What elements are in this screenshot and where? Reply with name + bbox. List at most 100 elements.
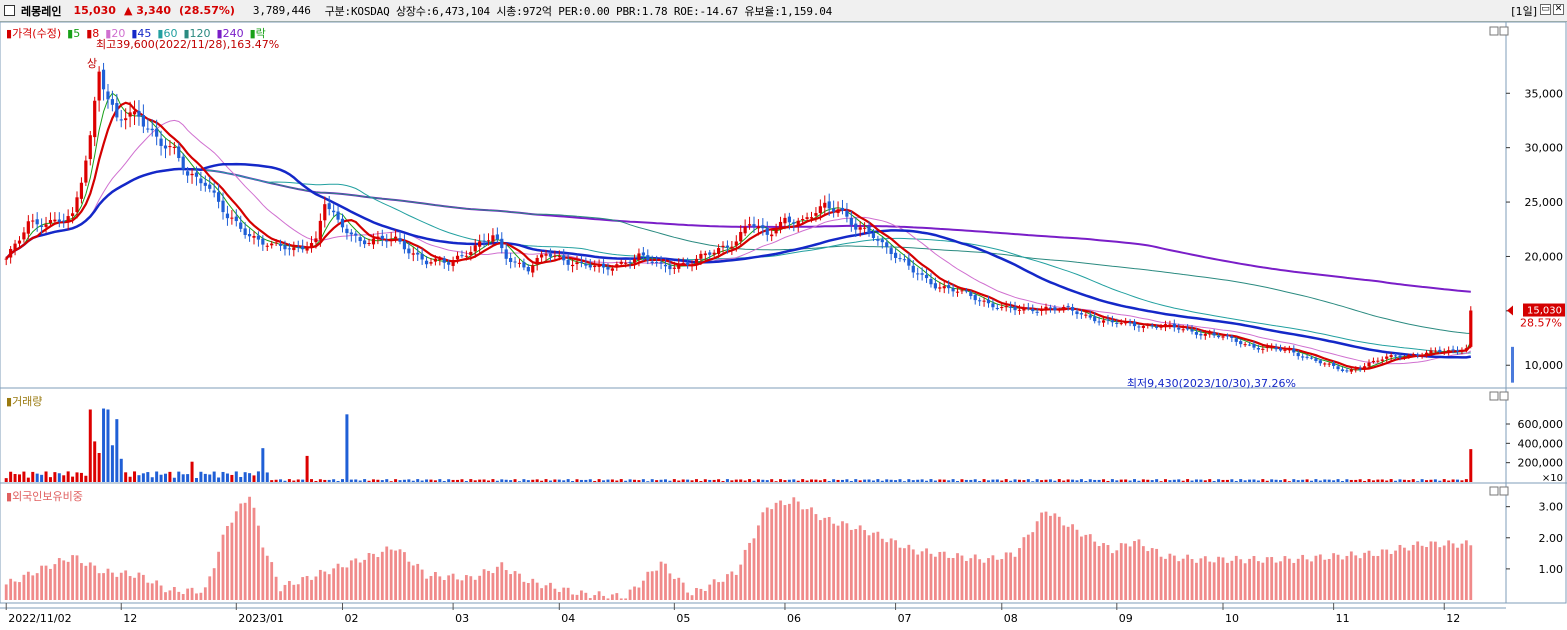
legend-price[interactable]: ▮가격(수정) bbox=[6, 27, 62, 40]
foreign-bar bbox=[1133, 541, 1136, 600]
foreign-bar bbox=[911, 549, 915, 600]
foreign-bar bbox=[1177, 561, 1181, 600]
stock-name[interactable]: 레몽레인 bbox=[21, 4, 62, 18]
legend-ma5[interactable]: ▮5 bbox=[67, 27, 81, 40]
candle bbox=[296, 246, 300, 248]
foreign-bar bbox=[1301, 554, 1305, 600]
foreign-bar bbox=[765, 507, 769, 600]
stock-info-text: 구분:KOSDAQ 상장수:6,473,104 시총:972억 PER:0.00… bbox=[324, 4, 833, 18]
candle bbox=[1243, 344, 1247, 346]
candle bbox=[66, 216, 70, 223]
foreign-bar bbox=[942, 551, 946, 600]
select-checkbox[interactable] bbox=[4, 5, 15, 16]
candle bbox=[739, 231, 743, 242]
volume-bar bbox=[1438, 480, 1442, 482]
foreign-bar bbox=[1057, 516, 1061, 600]
volume-bar bbox=[243, 472, 247, 482]
candle bbox=[969, 292, 973, 297]
volume-bar bbox=[491, 479, 495, 482]
legend-ma60[interactable]: ▮60 bbox=[157, 27, 178, 40]
volume-bar bbox=[517, 481, 521, 482]
x-tick-label: 09 bbox=[1119, 612, 1133, 625]
volume-bar bbox=[380, 480, 384, 482]
candle bbox=[615, 264, 619, 268]
foreign-bar bbox=[35, 573, 39, 600]
foreign-bar bbox=[323, 571, 327, 600]
legend-ma8[interactable]: ▮8 bbox=[86, 27, 100, 40]
volume-bar bbox=[951, 479, 955, 482]
volume-bar bbox=[889, 479, 893, 482]
legend-drop[interactable]: ▮락 bbox=[249, 27, 266, 40]
foreign-bar bbox=[172, 587, 176, 600]
foreign-bar bbox=[624, 598, 628, 600]
last-price-label: 15,030 bbox=[1527, 306, 1562, 317]
candle bbox=[686, 262, 690, 265]
legend-ma240[interactable]: ▮240 bbox=[216, 27, 244, 40]
volume-bar bbox=[513, 479, 517, 482]
candle bbox=[827, 201, 831, 209]
foreign-bar bbox=[26, 571, 30, 600]
foreign-bar bbox=[956, 553, 959, 600]
foreign-bar bbox=[416, 563, 420, 600]
candle bbox=[672, 267, 676, 269]
ma5-line bbox=[5, 92, 1472, 371]
candle bbox=[1318, 360, 1322, 364]
volume-bar bbox=[9, 471, 13, 482]
foreign-bar bbox=[75, 555, 79, 600]
foreign-bar bbox=[155, 580, 159, 600]
foreign-bar bbox=[787, 503, 791, 600]
legend-ma45[interactable]: ▮45 bbox=[131, 27, 152, 40]
volume-bar bbox=[279, 479, 283, 482]
foreign-bar bbox=[708, 584, 712, 600]
foreign-bar bbox=[1044, 511, 1048, 600]
legend-ma20[interactable]: ▮20 bbox=[105, 27, 126, 40]
period-selector[interactable]: [1일] bbox=[1511, 5, 1537, 18]
volume-bar bbox=[442, 481, 446, 482]
volume-bar bbox=[13, 473, 17, 482]
close-icon[interactable]: ✕ bbox=[1553, 4, 1564, 15]
foreign-bar bbox=[1389, 553, 1393, 600]
foreign-bar bbox=[509, 574, 513, 600]
volume-unit-label: ×10 bbox=[1542, 473, 1563, 484]
volume-bar bbox=[354, 479, 358, 482]
volume-bar bbox=[1265, 480, 1269, 482]
volume-bar bbox=[1385, 480, 1389, 482]
foreign-bar bbox=[177, 591, 181, 600]
volume-legend[interactable]: ▮거래량 bbox=[6, 395, 43, 408]
foreign-bar bbox=[473, 579, 477, 600]
candle bbox=[871, 233, 876, 238]
candle bbox=[243, 228, 247, 235]
candle bbox=[619, 261, 623, 264]
volume-bar bbox=[265, 472, 269, 482]
volume-bar bbox=[880, 480, 884, 482]
volume-bar bbox=[509, 480, 513, 482]
foreign-bar bbox=[1053, 513, 1057, 600]
volume-bar bbox=[694, 479, 698, 482]
volume-bar bbox=[270, 480, 274, 482]
volume-bar bbox=[827, 481, 831, 482]
volume-readout: 3,789,446 bbox=[252, 4, 311, 17]
minimize-icon[interactable]: ▭ bbox=[1540, 4, 1551, 15]
volume-bar bbox=[787, 479, 791, 482]
foreign-bar bbox=[588, 598, 592, 600]
volume-bar bbox=[1442, 479, 1446, 482]
candle bbox=[1336, 366, 1340, 370]
candle bbox=[809, 217, 814, 219]
volume-bar bbox=[840, 479, 844, 482]
foreign-bar bbox=[1080, 536, 1083, 600]
candle bbox=[1411, 353, 1415, 355]
candle bbox=[721, 245, 725, 247]
foreign-legend[interactable]: ▮외국인보유비중 bbox=[6, 490, 83, 503]
candle bbox=[230, 217, 234, 219]
candle bbox=[752, 224, 756, 227]
candle bbox=[1265, 346, 1269, 349]
stock-chart[interactable]: 10,000 20,000 25,000 30,000 35,000 최고39,600(2… bbox=[0, 22, 1567, 630]
foreign-bar bbox=[779, 500, 782, 600]
candle bbox=[924, 274, 929, 279]
volume-bar bbox=[71, 476, 75, 482]
foreign-bar bbox=[1119, 543, 1123, 600]
volume-bar bbox=[1177, 479, 1181, 482]
candle bbox=[256, 235, 261, 240]
volume-bar bbox=[252, 475, 256, 482]
legend-ma120[interactable]: ▮120 bbox=[183, 27, 211, 40]
